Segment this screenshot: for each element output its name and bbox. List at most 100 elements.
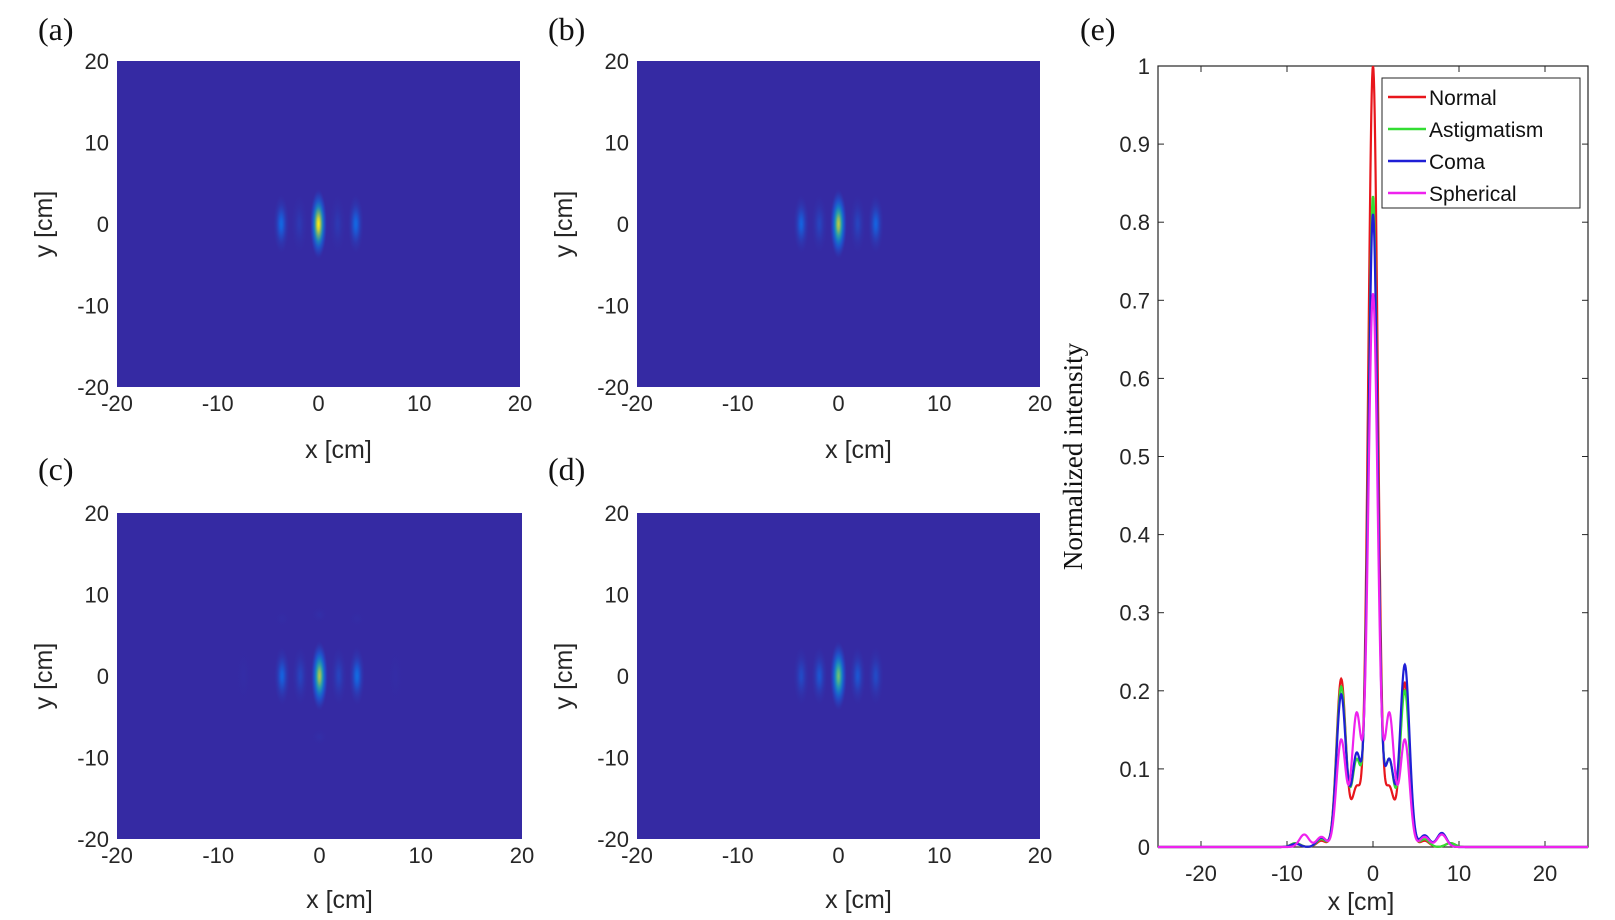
heatmap-spot (291, 194, 308, 254)
y-axis-label: Normalized intensity (1058, 342, 1088, 570)
heatmap-spots (235, 606, 404, 746)
y-tick-label: 0 (617, 212, 629, 237)
heatmap-spot (829, 188, 848, 260)
y-tick-label: 0.6 (1119, 366, 1150, 391)
x-tick-label: 20 (1028, 843, 1052, 868)
x-tick-label: 0 (832, 843, 844, 868)
heatmap-spot (348, 646, 366, 706)
heatmap-spot (235, 646, 252, 706)
y-tick-label: 10 (605, 583, 629, 608)
x-tick-label: 10 (1447, 861, 1471, 886)
x-axis-label: x [cm] (1328, 888, 1395, 916)
panel-label: (d) (548, 451, 585, 487)
heatmap-panel-c: -20 -10 0 10 20 20 10 0 -10 -20 x [cm] y [cm] (c) (30, 451, 534, 914)
y-tick-label: 10 (85, 131, 109, 156)
legend-entry-coma: Coma (1429, 151, 1485, 174)
heatmap-spot (273, 194, 290, 254)
y-tick-label: 0.7 (1119, 288, 1150, 313)
x-tick-label: -10 (1271, 861, 1303, 886)
heatmap-spot (311, 728, 328, 746)
x-tick-label: -10 (202, 843, 234, 868)
heatmap-spots (273, 188, 364, 260)
heatmap-spot (811, 646, 828, 706)
y-tick-label: -20 (597, 375, 629, 400)
y-axis-label: y [cm] (550, 191, 578, 258)
x-tick-label: 0 (313, 843, 325, 868)
heatmap-panel-b: -20 -10 0 10 20 20 10 0 -10 -20 x [cm] y [cm] (b) (548, 11, 1052, 464)
legend-entry-normal: Normal (1429, 87, 1497, 110)
y-tick-label: 0 (97, 212, 109, 237)
x-axis-label: x [cm] (825, 436, 892, 464)
heatmap-spot (273, 646, 291, 706)
x-tick-label: -10 (202, 391, 234, 416)
heatmap-spot (273, 610, 291, 628)
heatmap-spot (310, 640, 329, 712)
x-tick-label: 20 (510, 843, 534, 868)
x-tick-label: 20 (1533, 861, 1557, 886)
y-tick-label: -20 (77, 375, 109, 400)
heatmap-spot (793, 646, 810, 706)
y-tick-label: 20 (605, 501, 629, 526)
panel-label: (c) (38, 451, 74, 487)
heatmap-spots (793, 188, 884, 260)
y-axis-label: y [cm] (550, 643, 578, 710)
x-tick-label: -20 (621, 843, 653, 868)
x-tick-label: -10 (722, 843, 754, 868)
y-tick-label: 20 (85, 501, 109, 526)
heatmap-spot (867, 646, 884, 706)
heatmap-spot (387, 646, 404, 706)
y-tick-label: -10 (77, 746, 109, 771)
y-tick-label: 20 (85, 49, 109, 74)
y-tick-label: 0 (97, 664, 109, 689)
y-tick-label: -10 (597, 746, 629, 771)
heatmap-spots (793, 640, 884, 712)
x-tick-label: -10 (722, 391, 754, 416)
panel-label: (e) (1080, 11, 1116, 47)
heatmap-spot (330, 646, 347, 706)
x-tick-label: 10 (927, 843, 951, 868)
x-axis-label: x [cm] (825, 886, 892, 914)
y-tick-label: -20 (77, 827, 109, 852)
heatmap-spot (811, 194, 828, 254)
y-tick-label: -10 (77, 294, 109, 319)
x-tick-label: -20 (1185, 861, 1217, 886)
legend: Normal Astigmatism Coma Spherical (1381, 77, 1581, 209)
panel-label: (a) (38, 11, 74, 47)
y-tick-label: 0.8 (1119, 210, 1150, 235)
y-tick-label: 0.1 (1119, 757, 1150, 782)
x-tick-label: 0 (312, 391, 324, 416)
x-tick-label: 10 (409, 843, 433, 868)
x-tick-label: -20 (101, 391, 133, 416)
y-axis-label: y [cm] (30, 191, 58, 258)
series-line-spherical (1158, 293, 1588, 849)
panel-label: (b) (548, 11, 585, 47)
y-tick-label: 0 (1138, 835, 1150, 860)
x-tick-label: 20 (1028, 391, 1052, 416)
y-tick-label: 0.4 (1119, 523, 1150, 548)
y-tick-label: 0 (617, 664, 629, 689)
y-tick-label: 0.2 (1119, 679, 1150, 704)
heatmap-spot (311, 606, 328, 624)
x-tick-label: 0 (1367, 861, 1379, 886)
x-tick-label: -20 (621, 391, 653, 416)
heatmap-spot (348, 610, 366, 628)
legend-entry-astigmatism: Astigmatism (1429, 119, 1543, 142)
line-chart-panel-e: 0 0.1 0.2 0.3 0.4 0.5 0.6 0.7 0.8 0.9 1 -20 -10 0 10 20… (1058, 11, 1589, 916)
y-tick-label: 10 (605, 131, 629, 156)
heatmap-spot (849, 646, 866, 706)
heatmap-panel-a: -20 -10 0 10 20 20 10 0 -10 -20 x [cm] y [cm] (a) (30, 11, 532, 464)
y-tick-label: 10 (85, 583, 109, 608)
heatmap-panel-d: -20 -10 0 10 20 20 10 0 -10 -20 x [cm] y [cm] (d) (548, 451, 1052, 914)
heatmap-spot (793, 194, 810, 254)
y-tick-label: 20 (605, 49, 629, 74)
heatmap-spot (347, 194, 364, 254)
x-axis-label: x [cm] (306, 886, 373, 914)
heatmap-spot (829, 640, 848, 712)
x-tick-label: 10 (927, 391, 951, 416)
x-tick-label: 0 (832, 391, 844, 416)
heatmap-spot (309, 188, 328, 260)
heatmap-spot (292, 646, 309, 706)
x-tick-label: -20 (101, 843, 133, 868)
y-tick-label: 1 (1138, 54, 1150, 79)
